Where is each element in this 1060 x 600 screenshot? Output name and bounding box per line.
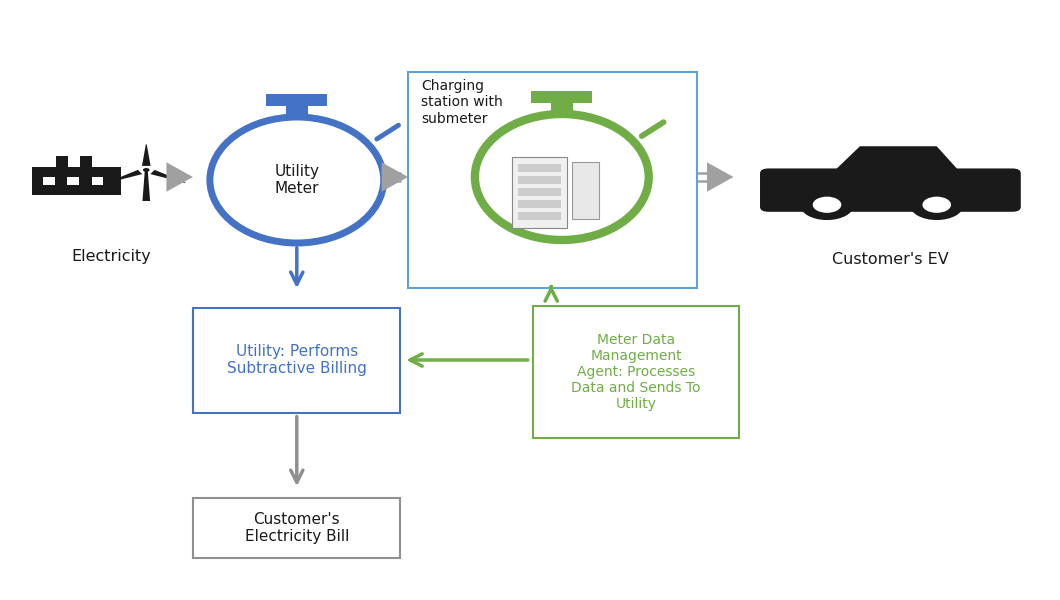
Bar [266,94,328,106]
Polygon shape [382,163,408,191]
Bar [68,178,78,185]
Bar [518,200,561,208]
Text: Meter Data
Management
Agent: Processes
Data and Sends To
Utility: Meter Data Management Agent: Processes D… [571,332,701,412]
Text: Customer's
Electricity Bill: Customer's Electricity Bill [245,512,349,544]
Bar [194,498,401,558]
Text: Electricity: Electricity [71,249,152,264]
Polygon shape [166,163,193,191]
Bar [531,91,593,103]
FancyBboxPatch shape [512,157,567,228]
Polygon shape [142,170,151,201]
Polygon shape [107,170,142,183]
Bar [518,188,561,196]
Bar [551,103,572,114]
Bar [286,106,307,117]
Polygon shape [142,144,151,166]
Bar [91,178,103,185]
Circle shape [922,197,951,213]
Circle shape [909,190,964,220]
Polygon shape [707,163,734,191]
Text: Customer's EV: Customer's EV [832,252,949,267]
Bar [518,212,561,220]
Polygon shape [832,146,961,173]
Circle shape [143,168,149,172]
Text: Utility: Performs
Subtractive Billing: Utility: Performs Subtractive Billing [227,344,367,376]
FancyBboxPatch shape [760,169,1021,212]
Bar [532,306,740,438]
Bar [518,176,561,184]
Polygon shape [151,170,186,183]
Circle shape [813,197,842,213]
Circle shape [800,190,854,220]
Bar [408,72,697,288]
Bar [43,178,54,185]
FancyBboxPatch shape [572,162,599,219]
Text: Charging
station with
submeter: Charging station with submeter [421,79,502,125]
Polygon shape [32,156,121,194]
Text: Utility
Meter: Utility Meter [275,164,319,196]
Bar [194,307,401,413]
Bar [518,164,561,172]
